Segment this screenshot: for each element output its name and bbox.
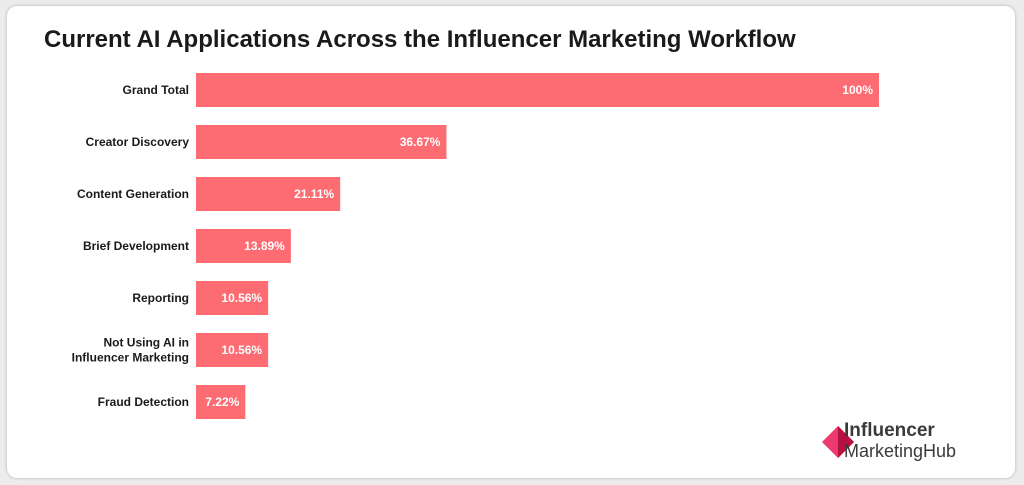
bar-5 <box>196 333 269 367</box>
category-label-1-line-0: Creator Discovery <box>86 135 190 149</box>
category-label-4-line-0: Reporting <box>132 291 189 305</box>
category-label-5-line-0: Not Using AI in <box>103 336 189 350</box>
category-label-1: Creator Discovery <box>86 135 190 149</box>
value-label-4: 10.56% <box>221 291 262 305</box>
value-label-3: 13.89% <box>244 239 285 253</box>
value-label-0: 100% <box>842 83 873 97</box>
category-label-5: Not Using AI in Influencer Marketing <box>72 336 189 365</box>
logo-diamond-icon <box>822 426 854 458</box>
bar-3 <box>196 229 291 263</box>
value-label-6: 7.22% <box>205 395 239 409</box>
category-label-0: Grand Total <box>123 83 189 97</box>
value-label-5: 10.56% <box>221 343 262 357</box>
influencer-marketing-hub-logo: Influencer MarketingHub <box>820 420 990 462</box>
category-label-6: Fraud Detection <box>98 395 189 409</box>
category-label-3: Brief Development <box>83 239 189 253</box>
chart-title: Current AI Applications Across the Influ… <box>44 26 796 53</box>
bar-2 <box>196 177 341 211</box>
category-label-4: Reporting <box>132 291 189 305</box>
bar-4 <box>196 281 269 315</box>
category-label-6-line-0: Fraud Detection <box>98 395 189 409</box>
category-label-0-line-0: Grand Total <box>123 83 189 97</box>
bar-6 <box>196 385 246 419</box>
logo-text-line2: MarketingHub <box>844 441 957 461</box>
bar-0 <box>196 73 879 107</box>
logo-text-line1: Influencer <box>844 420 935 441</box>
category-label-3-line-0: Brief Development <box>83 239 189 253</box>
value-label-1: 36.67% <box>400 135 441 149</box>
value-label-2: 21.11% <box>294 187 334 201</box>
bar-1 <box>196 125 447 159</box>
category-label-5-line-1: Influencer Marketing <box>72 351 189 365</box>
category-label-2: Content Generation <box>77 187 189 201</box>
category-label-2-line-0: Content Generation <box>77 187 189 201</box>
